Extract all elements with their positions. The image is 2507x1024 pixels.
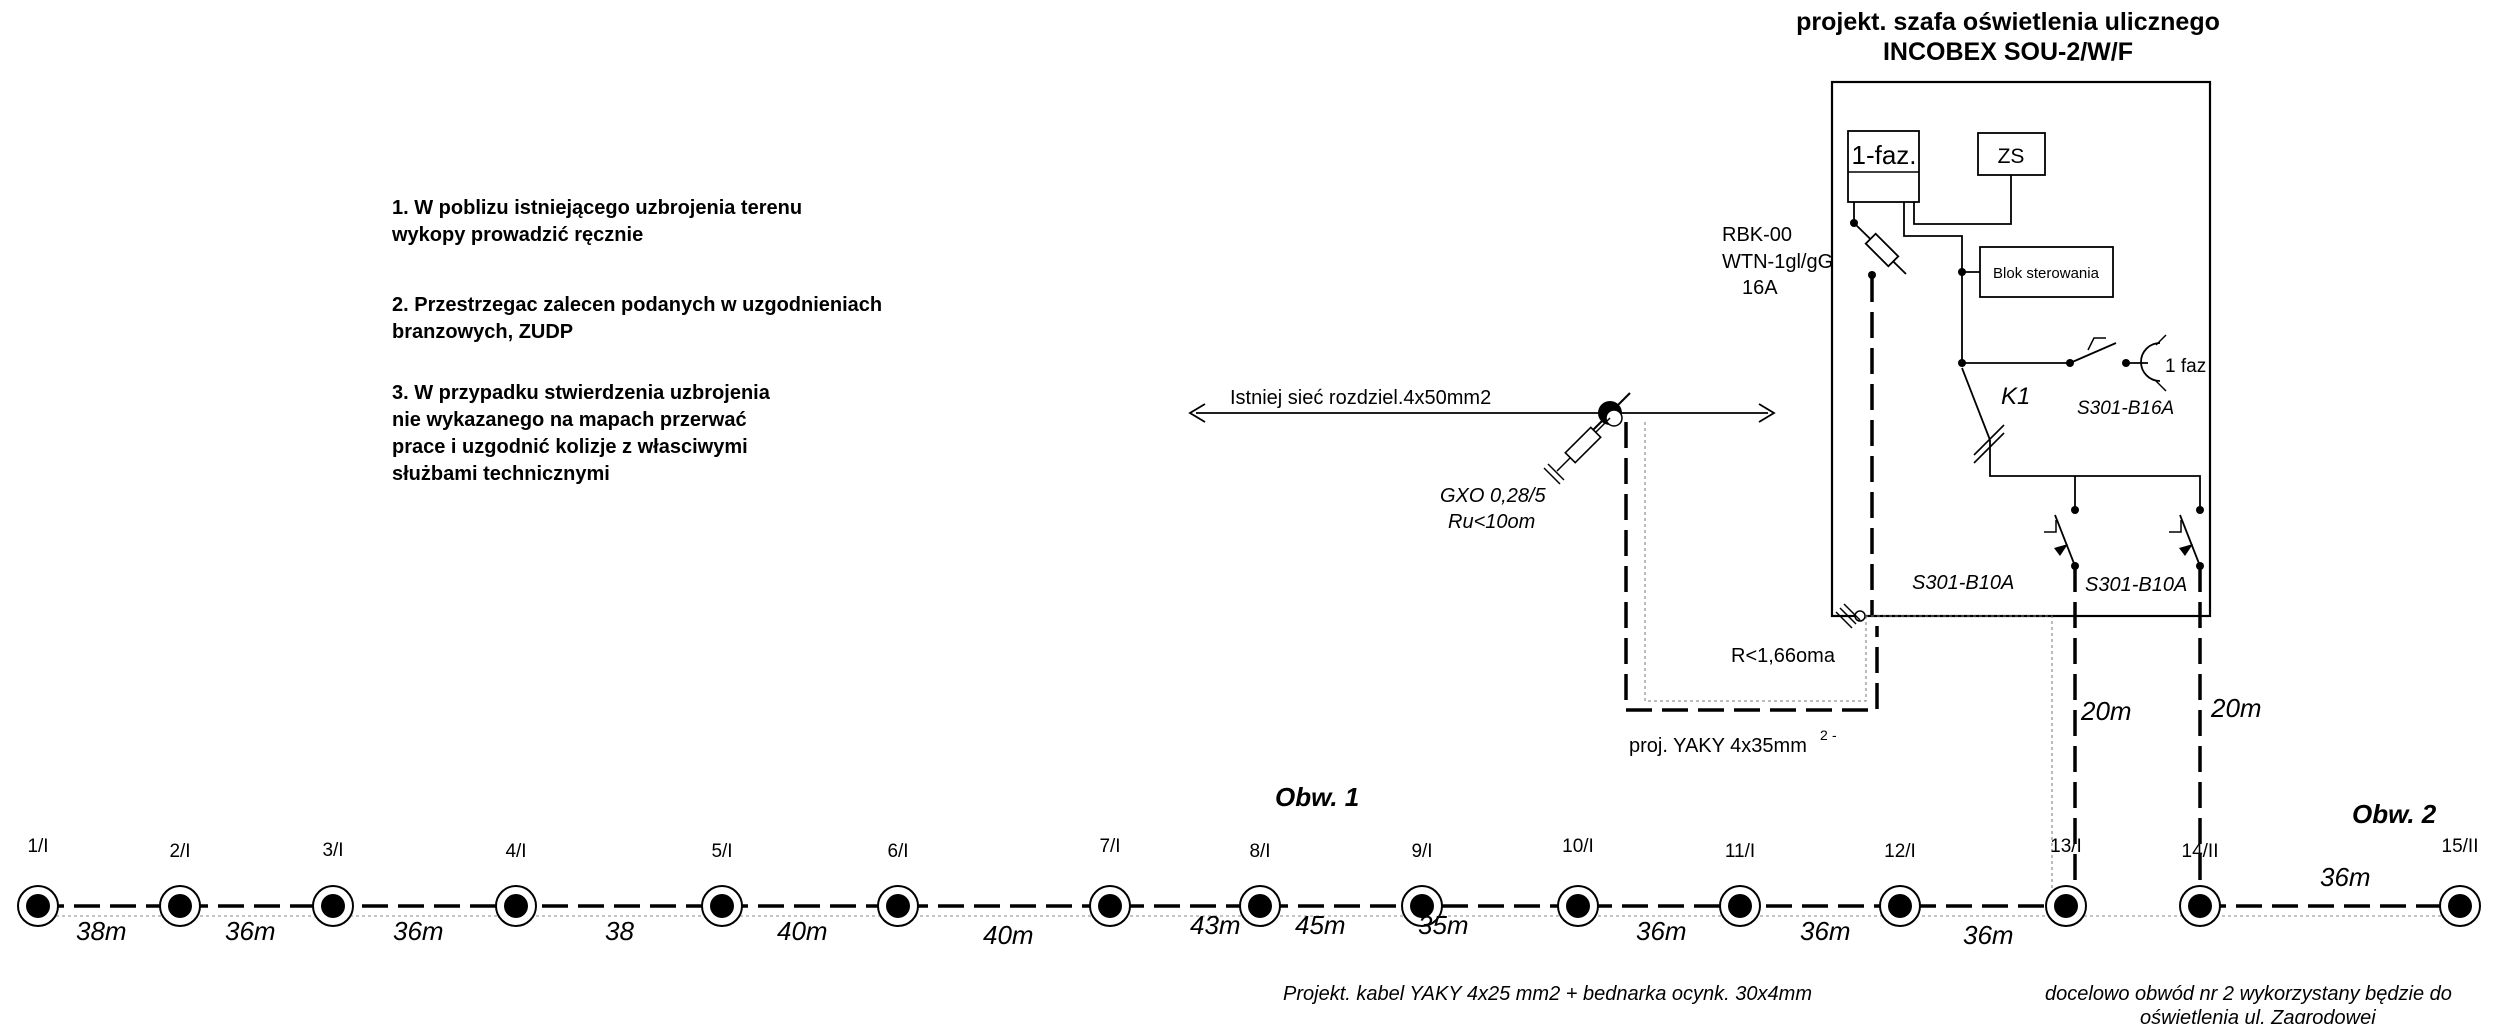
span-length: 43m — [1190, 910, 1241, 940]
street-lighting-line: 1/I 2/I 3/I 4/I 5/I 6/I 7/I 8/I 9/I 10/I 11/I 12/I 1… — [17, 836, 2481, 950]
fuse-symbol — [1864, 232, 1900, 268]
span-length: 36m — [225, 916, 276, 946]
span-length: 36m — [1963, 920, 2014, 950]
earth-resistance-label: R<1,66oma — [1731, 645, 1836, 667]
note3-line2: nie wykazanego na mapach przerwać — [392, 409, 747, 431]
pole-label: 8/I — [1249, 841, 1270, 862]
feed-cable-sup: 2 — [1820, 727, 1828, 743]
pole-lamp — [710, 894, 734, 918]
feed-cable — [1624, 422, 1879, 712]
pole-label: 1/I — [27, 836, 48, 857]
note3-line4: służbami technicznymi — [392, 463, 610, 485]
note2-line1: 2. Przestrzegac zalecen podanych w uzgod… — [392, 294, 882, 316]
span-length: 40m — [777, 916, 828, 946]
span-length: 36m — [2320, 862, 2371, 892]
note3-line3: prace i uzgodnić kolizje z własciwymi — [392, 436, 748, 458]
pole-lamp — [1566, 894, 1590, 918]
pole-lamp — [2054, 894, 2078, 918]
pole-label: 3/I — [322, 840, 343, 861]
pole-lamp — [1410, 894, 1434, 918]
span-length: 45m — [1295, 910, 1346, 940]
pole-label: 5/I — [711, 841, 732, 862]
span-length: 40m — [983, 920, 1034, 950]
pole-label: 7/I — [1099, 836, 1120, 857]
contactor-label: K1 — [2001, 383, 2030, 410]
breaker-left-label: S301-B10A — [1912, 572, 2014, 594]
pole-lamp — [2188, 894, 2212, 918]
feed-cable-tail: - — [1832, 727, 1837, 743]
pole-lamp — [2448, 894, 2472, 918]
socket-label: 1 faz — [2165, 356, 2206, 377]
pole-label: 12/I — [1884, 841, 1916, 862]
pole-lamp — [886, 894, 910, 918]
zs-label: ZS — [1998, 145, 2025, 168]
span-length: 38 — [605, 916, 634, 946]
pole-label: 14/II — [2182, 841, 2219, 862]
socket-icon — [2140, 342, 2161, 382]
breaker-right-label: S301-B10A — [2085, 574, 2187, 596]
span-length: 36m — [1636, 916, 1687, 946]
breaker-top-label: S301-B16A — [2077, 398, 2174, 419]
pole-label: 6/I — [887, 841, 908, 862]
circuit1-drop-length: 20m — [2080, 696, 2132, 726]
pole-lamp — [168, 894, 192, 918]
pole-label: 2/I — [169, 841, 190, 862]
pole-lamp — [321, 894, 345, 918]
circuit2-drop-length: 20m — [2210, 693, 2262, 723]
gxo-resistance: Ru<10om — [1448, 511, 1535, 533]
rbk-rating: 16A — [1742, 277, 1778, 299]
phase-meter-box — [1847, 130, 1920, 203]
note3-line1: 3. W przypadku stwierdzenia uzbrojenia — [392, 382, 771, 404]
pole-label: 15/II — [2442, 836, 2479, 857]
cabinet-title-line2: INCOBEX SOU-2/W/F — [1883, 38, 2133, 66]
pole-label: 10/I — [1562, 836, 1594, 857]
note2-line2: branzowych, ZUDP — [392, 321, 573, 343]
circuit1-label: Obw. 1 — [1275, 782, 1359, 812]
feed-cable-label: proj. YAKY 4x35mm — [1629, 735, 1807, 757]
cable-note: Projekt. kabel YAKY 4x25 mm2 + bednarka … — [1283, 983, 1812, 1005]
final-note-line2: oświetlenia ul. Zagrodowej — [2140, 1007, 2376, 1024]
phase-meter-label: 1-faz. — [1851, 140, 1916, 170]
notes: 1. W poblizu istniejącego uzbrojenia ter… — [391, 197, 882, 485]
surge-arrester — [1564, 426, 1602, 464]
pole-lamp — [504, 894, 528, 918]
pole-label: 9/I — [1411, 841, 1432, 862]
rbk-fuse-type: WTN-1gl/gG — [1722, 251, 1833, 273]
cabinet-title-line1: projekt. szafa oświetlenia ulicznego — [1796, 8, 2220, 36]
span-length: 38m — [76, 916, 127, 946]
pole-lamp — [1888, 894, 1912, 918]
existing-network-label: Istniej sieć rozdziel.4x50mm2 — [1230, 387, 1491, 409]
note1-line2: wykopy prowadzić ręcznie — [391, 224, 643, 246]
span-length: 35m — [1418, 910, 1469, 940]
span-length: 36m — [393, 916, 444, 946]
pole-label: 11/I — [1725, 841, 1755, 862]
note1-line1: 1. W poblizu istniejącego uzbrojenia ter… — [392, 197, 802, 219]
control-block-label: Blok sterowania — [1993, 265, 2100, 282]
pole-lamp — [1248, 894, 1272, 918]
rbk-label: RBK-00 — [1722, 224, 1792, 246]
pole-label: 4/I — [505, 841, 526, 862]
final-note-line1: docelowo obwód nr 2 wykorzystany będzie … — [2045, 983, 2452, 1005]
circuit2-label: Obw. 2 — [2352, 799, 2437, 829]
pole-label: 13/I — [2050, 836, 2082, 857]
span-length: 36m — [1800, 916, 1851, 946]
pole-lamp — [1728, 894, 1752, 918]
gxo-label: GXO 0,28/5 — [1440, 485, 1546, 507]
pole-lamp — [1098, 894, 1122, 918]
pole-lamp — [26, 894, 50, 918]
